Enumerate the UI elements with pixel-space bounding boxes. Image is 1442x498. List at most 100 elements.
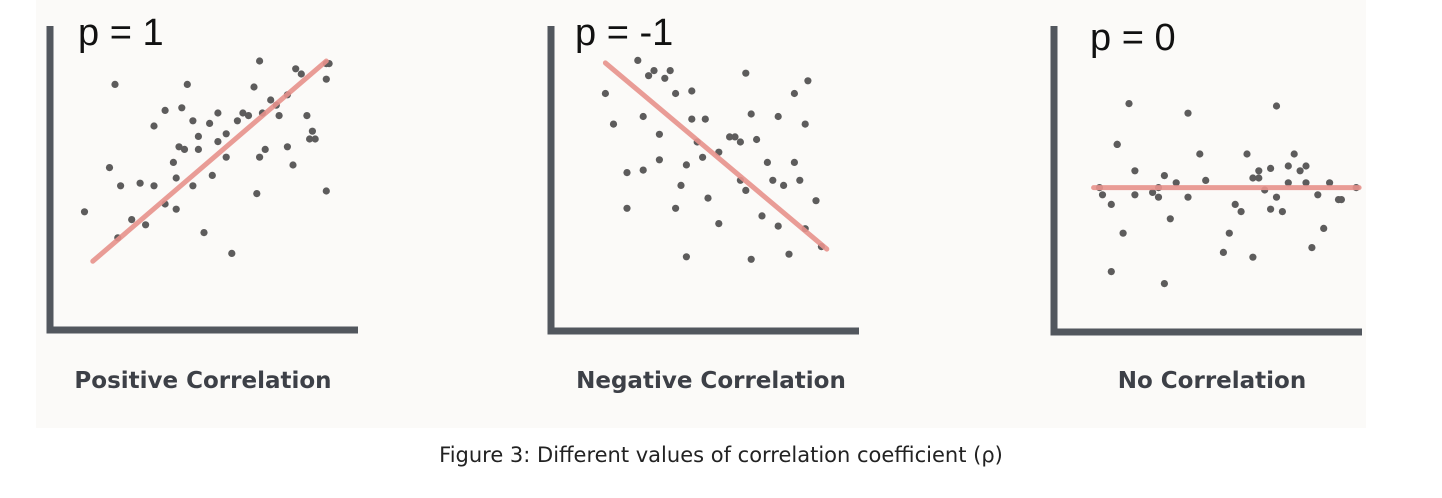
data-point [1237, 208, 1245, 216]
data-point [639, 166, 647, 174]
data-point [785, 250, 793, 258]
data-point [650, 67, 658, 75]
chart-negative-title: Negative Correlation [576, 368, 846, 394]
data-point [736, 138, 745, 146]
chart-none-annotation: p = 0 [1090, 17, 1176, 59]
data-point [1326, 179, 1334, 187]
data-point [1320, 224, 1328, 232]
data-point [1284, 179, 1292, 187]
data-point [228, 249, 236, 257]
chart-positive-fit-line [90, 58, 329, 264]
data-point [1302, 162, 1310, 170]
data-point [214, 109, 222, 117]
data-point [790, 89, 799, 98]
data-point [142, 221, 150, 229]
data-point [261, 145, 269, 153]
data-point [623, 204, 631, 212]
data-point [1149, 188, 1157, 196]
chart-none-title: No Correlation [1118, 368, 1306, 394]
data-point [308, 127, 316, 135]
chart-negative-points [601, 56, 826, 263]
data-point [742, 186, 750, 194]
data-point [80, 208, 89, 216]
data-point [601, 89, 610, 98]
data-point [253, 190, 261, 198]
data-point [1314, 191, 1322, 199]
data-point [1225, 229, 1233, 237]
data-point [769, 176, 777, 184]
data-point [136, 179, 144, 187]
data-point [699, 153, 707, 161]
data-point [303, 112, 311, 120]
data-point [655, 130, 664, 138]
data-point [1296, 167, 1304, 175]
data-point [753, 135, 761, 144]
data-point [128, 216, 136, 224]
data-point [1219, 248, 1227, 256]
data-point [172, 174, 180, 182]
data-point [1278, 208, 1286, 216]
data-point [1267, 164, 1275, 172]
data-point [639, 112, 647, 121]
data-point [200, 229, 208, 237]
data-point [1302, 179, 1310, 187]
data-point [311, 135, 319, 143]
data-point [666, 67, 674, 75]
charts-svg: p = 1 Positive Correlation p = -1 Negati… [46, 12, 1362, 394]
data-point [183, 80, 191, 88]
data-point [682, 161, 691, 169]
data-point [1308, 244, 1316, 252]
data-point [289, 161, 297, 169]
data-point [634, 56, 642, 64]
data-point [790, 158, 799, 166]
data-point [774, 112, 782, 121]
data-point [726, 133, 734, 141]
data-point [306, 135, 314, 143]
data-point [812, 197, 820, 205]
data-point [180, 145, 189, 153]
data-point [677, 181, 685, 189]
data-point [1131, 167, 1139, 175]
data-point [1243, 150, 1251, 158]
data-point [688, 87, 696, 95]
chart-none-axes [1050, 26, 1362, 336]
data-point [801, 120, 809, 128]
data-point [150, 122, 158, 130]
data-point [322, 75, 330, 83]
data-point [169, 158, 177, 166]
data-point [731, 133, 739, 141]
data-point [1249, 174, 1257, 182]
data-point [655, 156, 664, 164]
data-point [256, 57, 264, 65]
data-point [747, 110, 755, 118]
data-point [233, 117, 241, 125]
data-point [194, 145, 202, 153]
data-point [1166, 215, 1174, 223]
data-point [1107, 200, 1115, 208]
data-point [150, 182, 158, 190]
data-point [661, 74, 669, 82]
data-point [1231, 200, 1239, 208]
data-point [1184, 109, 1192, 117]
data-point [105, 164, 114, 172]
data-point [1184, 193, 1192, 201]
data-point [645, 72, 653, 80]
data-point [189, 117, 197, 125]
data-point [1196, 150, 1204, 158]
data-point [609, 120, 618, 128]
data-point [111, 80, 119, 88]
data-point [297, 70, 305, 78]
data-point [715, 220, 723, 228]
chart-negative-axes [547, 26, 859, 335]
data-point [194, 132, 202, 140]
data-point [1202, 176, 1210, 184]
data-point [222, 130, 230, 138]
figure-caption: Figure 3: Different values of correlatio… [439, 443, 1003, 467]
data-point [701, 115, 709, 123]
data-point [780, 181, 788, 189]
data-point [623, 169, 631, 177]
data-point [774, 222, 782, 230]
data-point [763, 158, 772, 166]
chart-none: p = 0 No Correlation [1050, 17, 1362, 394]
data-point [322, 187, 330, 195]
